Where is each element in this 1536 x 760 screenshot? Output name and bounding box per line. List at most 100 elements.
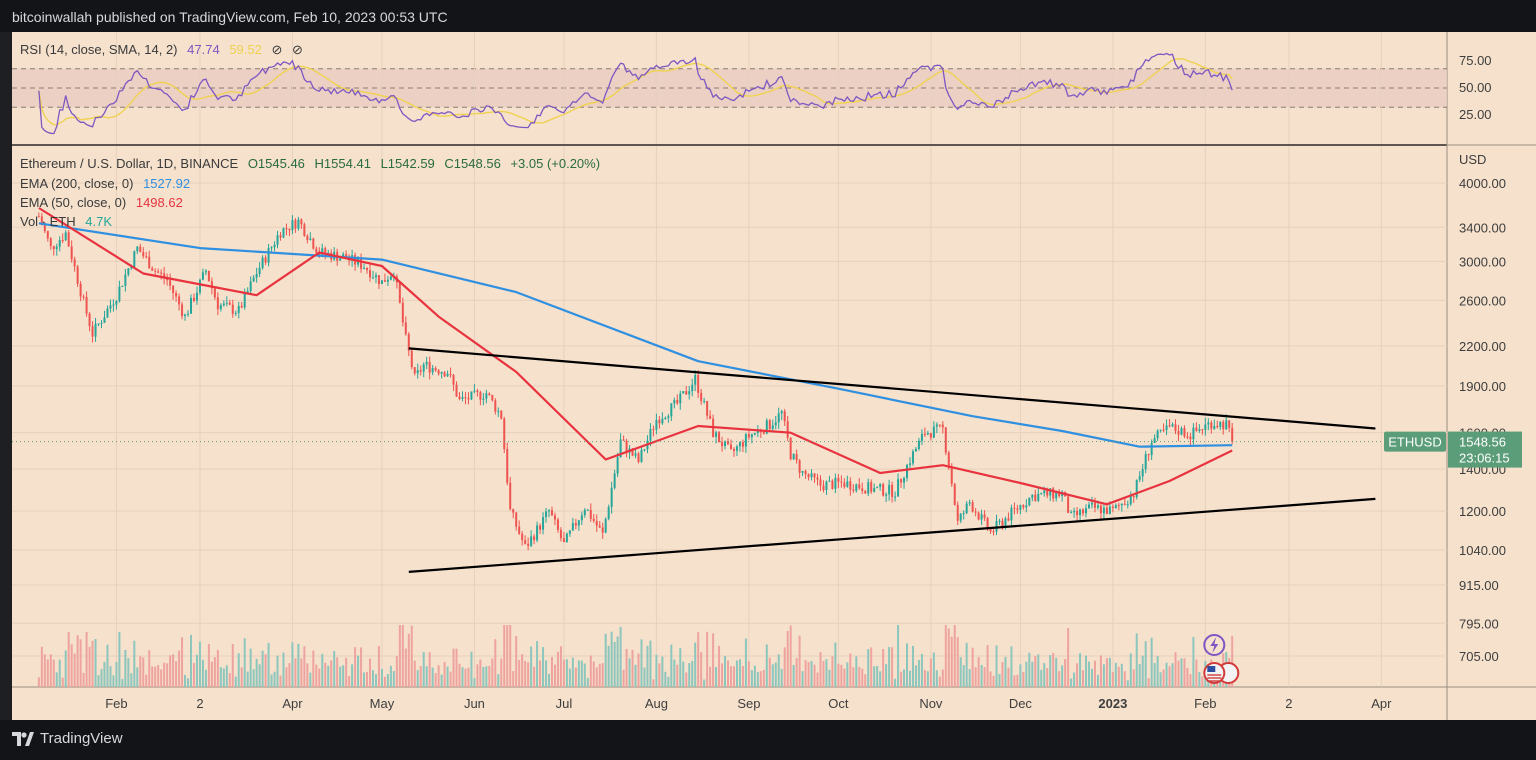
lightning-icon [1203, 634, 1226, 656]
candle-body [473, 390, 476, 392]
candle-body [998, 520, 1001, 522]
volume-bar [1147, 678, 1150, 687]
candle-body [986, 517, 989, 530]
candle-body [971, 502, 974, 512]
volume-bar [858, 666, 861, 687]
time-axis-tick-label: Feb [105, 696, 127, 711]
candle-body [1090, 502, 1093, 505]
volume-bar [228, 673, 231, 687]
volume-bar [1231, 635, 1234, 687]
candle-body [610, 487, 613, 508]
volume-bar [204, 669, 207, 687]
price-tag-countdown: 23:06:15 [1459, 451, 1510, 466]
volume-bar [1040, 669, 1043, 687]
candle-body [846, 481, 849, 487]
candle-body [774, 422, 777, 426]
tradingview-logo[interactable]: TradingView [12, 730, 123, 747]
hide-icon[interactable]: ⊘ [271, 42, 283, 57]
candle-body [339, 257, 342, 261]
volume-bar [136, 667, 139, 687]
volume-bar [318, 668, 321, 687]
volume-bar [998, 673, 1001, 687]
candle-body [545, 511, 548, 518]
candle-body [243, 292, 246, 308]
candle-body [992, 531, 995, 533]
candle-body [741, 442, 744, 447]
candle-body [237, 305, 240, 313]
candle-body [112, 304, 115, 306]
candle-body [1037, 493, 1040, 501]
volume-bar [643, 667, 646, 687]
settings-off-icon[interactable]: ⊘ [292, 42, 303, 57]
volume-bar [816, 672, 819, 687]
rsi-legend-name: RSI (14, close, SMA, 14, 2) [20, 42, 178, 57]
candle-body [294, 220, 297, 229]
candle-body [539, 525, 542, 530]
candle-body [398, 282, 401, 303]
candle-body [142, 252, 145, 257]
chart-svg[interactable]: 75.00 50.00 25.00 4000.00 3400.00 3000.00 2600… [0, 32, 1536, 720]
volume-bar [395, 656, 398, 687]
volume-bar [503, 625, 506, 687]
candle-body [900, 479, 903, 483]
volume-bar [670, 644, 673, 687]
candle-body [276, 235, 279, 245]
volume-bar [667, 676, 670, 687]
candle-body [1007, 518, 1010, 521]
price-axis-background [1447, 32, 1536, 720]
volume-bar [49, 654, 52, 687]
candle-body [94, 323, 97, 337]
candle-body [369, 270, 372, 278]
time-axis-tick-label: 2 [1285, 696, 1292, 711]
volume-bar [225, 665, 228, 687]
volume-bar [452, 648, 455, 687]
candle-body [888, 484, 891, 495]
candle-body [458, 396, 461, 399]
volume-bar [369, 658, 372, 687]
publisher-text: bitcoinwallah published on TradingView.c… [12, 9, 448, 25]
candle-body [655, 419, 658, 430]
candle-body [1046, 490, 1049, 496]
candle-body [139, 246, 142, 253]
volume-bar [148, 650, 151, 687]
candle-body [178, 296, 181, 305]
candle-body [676, 400, 679, 404]
candle-body [718, 432, 721, 443]
candle-body [222, 303, 225, 306]
volume-bar [1126, 680, 1129, 687]
candle-body [297, 219, 300, 229]
candle-body [891, 484, 894, 497]
volume-bar [1102, 664, 1105, 687]
candle-body [401, 302, 404, 323]
time-axis-tick-label: Dec [1009, 696, 1033, 711]
volume-bar [488, 665, 491, 687]
volume-bar [1117, 666, 1120, 687]
candle-body [721, 442, 724, 447]
candle-body [452, 374, 455, 385]
volume-bar [530, 646, 533, 687]
volume-bar [237, 653, 240, 687]
volume-bar [1114, 662, 1117, 687]
volume-bar [765, 644, 768, 687]
candle-body [37, 216, 40, 218]
volume-bar [127, 658, 130, 687]
volume-bar [297, 643, 300, 687]
candle-body [273, 244, 276, 248]
candle-body [944, 427, 947, 453]
candle-body [619, 439, 622, 458]
volume-bar [762, 669, 765, 687]
volume-bar [1085, 655, 1088, 687]
chart-frame[interactable]: 75.00 50.00 25.00 4000.00 3400.00 3000.00 2600… [0, 32, 1536, 720]
candle-body [240, 305, 243, 308]
candle-body [995, 520, 998, 532]
volume-bar [404, 648, 407, 687]
volume-bar [1049, 655, 1052, 687]
volume-bar [1132, 669, 1135, 687]
volume-bar [780, 668, 783, 687]
volume-bar [181, 637, 184, 687]
candle-body [908, 463, 911, 465]
candle-body [807, 474, 810, 478]
volume-bar [813, 664, 816, 687]
volume-bar [706, 631, 709, 687]
candle-body [637, 453, 640, 462]
